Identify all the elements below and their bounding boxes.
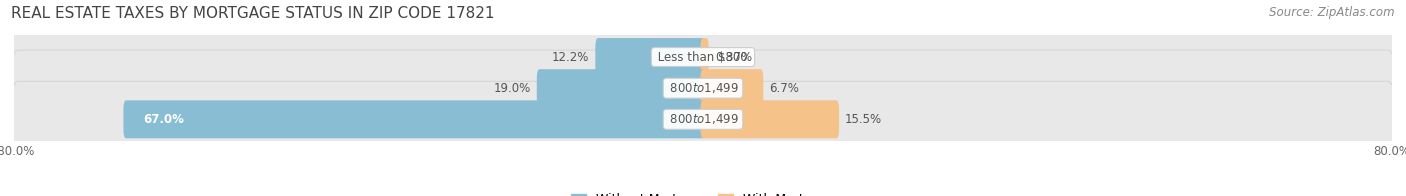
- FancyBboxPatch shape: [537, 69, 706, 107]
- FancyBboxPatch shape: [700, 100, 839, 138]
- FancyBboxPatch shape: [700, 69, 763, 107]
- FancyBboxPatch shape: [124, 100, 706, 138]
- FancyBboxPatch shape: [11, 19, 1395, 95]
- Text: 6.7%: 6.7%: [769, 82, 799, 95]
- Text: 67.0%: 67.0%: [143, 113, 184, 126]
- Text: Less than $800: Less than $800: [654, 51, 752, 64]
- Text: 12.2%: 12.2%: [553, 51, 589, 64]
- Text: 0.37%: 0.37%: [714, 51, 752, 64]
- Text: $800 to $1,499: $800 to $1,499: [666, 112, 740, 126]
- FancyBboxPatch shape: [595, 38, 706, 76]
- Text: $800 to $1,499: $800 to $1,499: [666, 81, 740, 95]
- FancyBboxPatch shape: [700, 38, 709, 76]
- Text: Source: ZipAtlas.com: Source: ZipAtlas.com: [1270, 6, 1395, 19]
- FancyBboxPatch shape: [11, 50, 1395, 126]
- Text: 19.0%: 19.0%: [494, 82, 531, 95]
- Text: REAL ESTATE TAXES BY MORTGAGE STATUS IN ZIP CODE 17821: REAL ESTATE TAXES BY MORTGAGE STATUS IN …: [11, 6, 495, 21]
- Legend: Without Mortgage, With Mortgage: Without Mortgage, With Mortgage: [565, 188, 841, 196]
- Text: 15.5%: 15.5%: [845, 113, 882, 126]
- FancyBboxPatch shape: [11, 81, 1395, 157]
